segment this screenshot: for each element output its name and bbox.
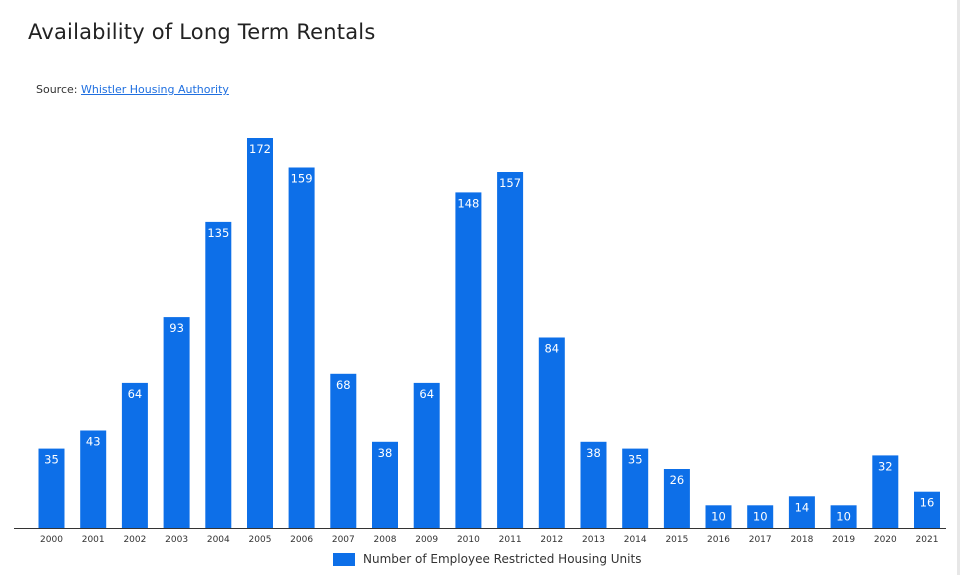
x-tick-2009: 2009 xyxy=(415,535,438,545)
bar-2003[interactable] xyxy=(163,317,190,528)
data-label-2021: 16 xyxy=(920,496,935,510)
data-label-2002: 64 xyxy=(128,387,143,401)
x-tick-2000: 2000 xyxy=(40,535,63,545)
data-label-2000: 35 xyxy=(44,453,59,467)
data-label-2010: 148 xyxy=(457,196,479,210)
data-label-2014: 35 xyxy=(628,453,643,467)
data-label-2016: 10 xyxy=(711,509,726,523)
bar-2017[interactable] xyxy=(747,505,774,528)
data-label-2011: 157 xyxy=(499,176,521,190)
bar-2008[interactable] xyxy=(372,441,398,528)
page-edge xyxy=(957,0,960,575)
data-label-2003: 93 xyxy=(169,321,184,335)
bar-2014[interactable] xyxy=(622,448,649,528)
bar-2019[interactable] xyxy=(830,505,857,528)
x-tick-2010: 2010 xyxy=(457,535,480,545)
data-label-2019: 10 xyxy=(836,509,851,523)
x-tick-2001: 2001 xyxy=(82,535,105,545)
bar-2021[interactable] xyxy=(914,491,940,528)
data-label-2020: 32 xyxy=(878,459,893,473)
data-label-2004: 135 xyxy=(207,226,229,240)
x-tick-2005: 2005 xyxy=(249,535,272,545)
bar-2015[interactable] xyxy=(663,469,690,528)
x-tick-2017: 2017 xyxy=(749,535,772,545)
bar-2005[interactable] xyxy=(247,138,273,528)
x-tick-2007: 2007 xyxy=(332,535,355,545)
bar-2020[interactable] xyxy=(872,455,899,528)
bar-2018[interactable] xyxy=(788,496,815,528)
x-tick-2011: 2011 xyxy=(499,535,522,545)
x-tick-2008: 2008 xyxy=(374,535,397,545)
data-label-2017: 10 xyxy=(753,509,768,523)
data-label-2009: 64 xyxy=(419,387,434,401)
bar-2012[interactable] xyxy=(538,337,565,529)
bar-2009[interactable] xyxy=(413,382,440,528)
bar-2000[interactable] xyxy=(38,448,65,528)
source-prefix: Source: xyxy=(36,83,81,96)
x-tick-2002: 2002 xyxy=(123,535,146,545)
data-label-2005: 172 xyxy=(249,142,271,156)
x-tick-2019: 2019 xyxy=(832,535,855,545)
bar-2016[interactable] xyxy=(705,505,732,528)
x-tick-2004: 2004 xyxy=(207,535,230,545)
x-tick-2006: 2006 xyxy=(290,535,313,545)
x-tick-2012: 2012 xyxy=(540,535,563,545)
legend-label: Number of Employee Restricted Housing Un… xyxy=(363,552,642,566)
x-tick-2013: 2013 xyxy=(582,535,605,545)
source-link[interactable]: Whistler Housing Authority xyxy=(80,83,229,96)
bar-2001[interactable] xyxy=(80,430,107,529)
x-tick-2020: 2020 xyxy=(874,535,897,545)
bar-2007[interactable] xyxy=(330,373,357,528)
bar-2013[interactable] xyxy=(580,441,607,528)
x-tick-2018: 2018 xyxy=(790,535,813,545)
chart-title: Availability of Long Term Rentals xyxy=(28,20,376,44)
data-label-2007: 68 xyxy=(336,378,351,392)
x-tick-2016: 2016 xyxy=(707,535,730,545)
x-tick-2003: 2003 xyxy=(165,535,188,545)
bar-2002[interactable] xyxy=(121,382,148,528)
x-tick-2021: 2021 xyxy=(916,535,939,545)
data-label-2006: 159 xyxy=(291,172,313,186)
source-line: Source: Whistler Housing Authority xyxy=(36,83,229,96)
x-tick-2014: 2014 xyxy=(624,535,647,545)
bar-2011[interactable] xyxy=(497,172,524,528)
data-label-2012: 84 xyxy=(544,342,559,356)
x-tick-2015: 2015 xyxy=(665,535,688,545)
data-label-2001: 43 xyxy=(86,435,101,449)
bar-2004[interactable] xyxy=(205,221,232,528)
bar-2006[interactable] xyxy=(288,167,315,529)
data-label-2008: 38 xyxy=(378,446,393,460)
data-label-2013: 38 xyxy=(586,446,601,460)
legend: Number of Employee Restricted Housing Un… xyxy=(333,552,641,566)
data-label-2018: 14 xyxy=(795,500,810,514)
bar-2010[interactable] xyxy=(455,192,482,528)
data-label-2015: 26 xyxy=(670,473,685,487)
legend-swatch xyxy=(333,552,355,566)
